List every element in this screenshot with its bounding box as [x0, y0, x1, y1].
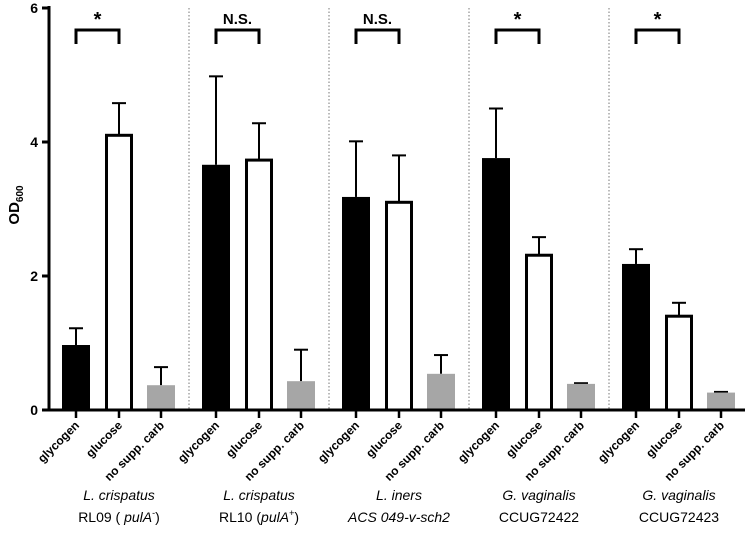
significance-label: * [94, 9, 102, 31]
significance-bracket [634, 28, 681, 44]
y-tick-label: 2 [30, 268, 38, 284]
bar-no-supp-carb [147, 385, 175, 410]
group-label-strain: RL09 ( pulA-) [78, 508, 160, 525]
bar-glycogen [202, 164, 230, 410]
group-label-species: G. vaginalis [642, 487, 715, 503]
bar-glycogen [342, 196, 370, 410]
y-tick-label: 6 [30, 0, 38, 16]
strain-text-end: ) [155, 509, 160, 525]
x-tick-label: glycogen [595, 418, 642, 465]
significance-label: * [654, 9, 662, 31]
strain-text: RL10 ( [219, 509, 261, 525]
strain-text: CCUG72423 [639, 509, 719, 525]
strain-text: ACS 049-v-sch2 [347, 509, 450, 525]
group-label-strain: CCUG72423 [639, 509, 719, 525]
significance-label: * [514, 9, 522, 31]
significance-bracket [74, 28, 121, 44]
bar-no-supp-carb [287, 381, 315, 410]
gene-superscript: - [152, 508, 155, 518]
bar-no-supp-carb [427, 373, 455, 410]
group-label-species: L. iners [376, 487, 422, 503]
bar-glycogen [622, 263, 650, 410]
x-tick-label: glycogen [175, 418, 222, 465]
x-tick-label: glycogen [315, 418, 362, 465]
x-tick-label: glucose [363, 418, 405, 460]
y-label-subscript: 600 [15, 185, 26, 202]
y-tick-label: 0 [30, 402, 38, 418]
bar-no-supp-carb [567, 383, 595, 410]
y-label-main: OD [6, 202, 23, 225]
significance-label: N.S. [223, 11, 252, 28]
strain-text-end: ) [294, 509, 299, 525]
x-tick-label: glycogen [455, 418, 502, 465]
strain-text: RL09 ( [78, 509, 124, 525]
bar-glucose [105, 133, 133, 412]
bar-glucose [525, 253, 553, 412]
gene-text: pulA [260, 509, 289, 525]
strain-text: CCUG72422 [499, 509, 579, 525]
gene-superscript: + [289, 508, 294, 518]
x-tick-label: glucose [223, 418, 265, 460]
bar-glycogen [62, 345, 90, 410]
significance-label: N.S. [363, 11, 392, 28]
group-label-strain: RL10 (pulA+) [219, 508, 299, 525]
bar-no-supp-carb [707, 392, 735, 410]
group-label-strain: ACS 049-v-sch2 [347, 509, 450, 525]
significance-bracket [354, 28, 401, 44]
x-tick-label: glucose [503, 418, 545, 460]
group-label-strain: CCUG72422 [499, 509, 579, 525]
bar-glucose [385, 200, 413, 412]
y-axis-label: OD600 [6, 185, 26, 225]
group-label-species: L. crispatus [223, 487, 295, 503]
x-tick-label: glucose [83, 418, 125, 460]
bar-glucose [245, 158, 273, 412]
bar-glycogen [482, 158, 510, 410]
significance-bracket [214, 28, 261, 44]
group-label-species: G. vaginalis [502, 487, 575, 503]
bar-glucose [665, 314, 693, 412]
gene-text: pulA [123, 509, 152, 525]
y-tick-label: 4 [30, 134, 38, 150]
x-tick-label: glucose [643, 418, 685, 460]
significance-bracket [494, 28, 541, 44]
group-label-species: L. crispatus [83, 487, 155, 503]
x-tick-label: glycogen [35, 418, 82, 465]
